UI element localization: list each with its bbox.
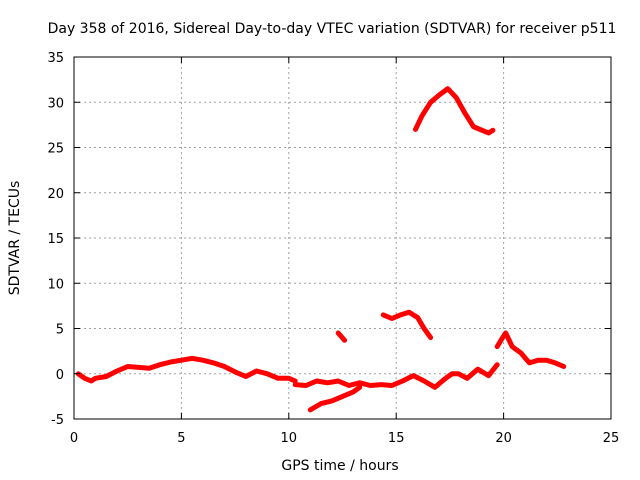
chart-title: Day 358 of 2016, Sidereal Day-to-day VTE… (48, 21, 617, 37)
y-tick-label: 0 (56, 368, 64, 383)
series-trace-4 (335, 330, 348, 343)
series-trace-6 (413, 86, 496, 136)
y-tick-label: 35 (47, 51, 64, 66)
y-tick-label: 10 (47, 277, 64, 292)
y-tick-label: 5 (56, 323, 64, 338)
axis-ticks: 0 5 10 15 20 25 -5 0 5 10 15 20 25 30 35 (47, 51, 619, 446)
series-trace-3 (307, 384, 363, 413)
x-tick-label: 10 (281, 431, 298, 446)
y-tick-label: 25 (47, 142, 64, 157)
y-tick-label: -5 (51, 413, 64, 428)
x-tick-label: 20 (495, 431, 512, 446)
y-tick-label: 15 (47, 232, 64, 247)
x-tick-label: 0 (70, 431, 78, 446)
y-tick-label: 30 (47, 96, 64, 111)
series-trace-7 (494, 330, 567, 369)
x-axis-label: GPS time / hours (281, 458, 398, 474)
x-tick-label: 15 (388, 431, 405, 446)
series-trace-1 (75, 355, 298, 384)
series-trace-2 (292, 362, 500, 390)
x-tick-label: 5 (177, 431, 185, 446)
y-axis-label: SDTVAR / TECUs (7, 181, 23, 296)
data-series (75, 86, 567, 413)
series-trace-5 (380, 309, 434, 341)
x-tick-label: 25 (603, 431, 620, 446)
y-tick-label: 20 (47, 187, 64, 202)
